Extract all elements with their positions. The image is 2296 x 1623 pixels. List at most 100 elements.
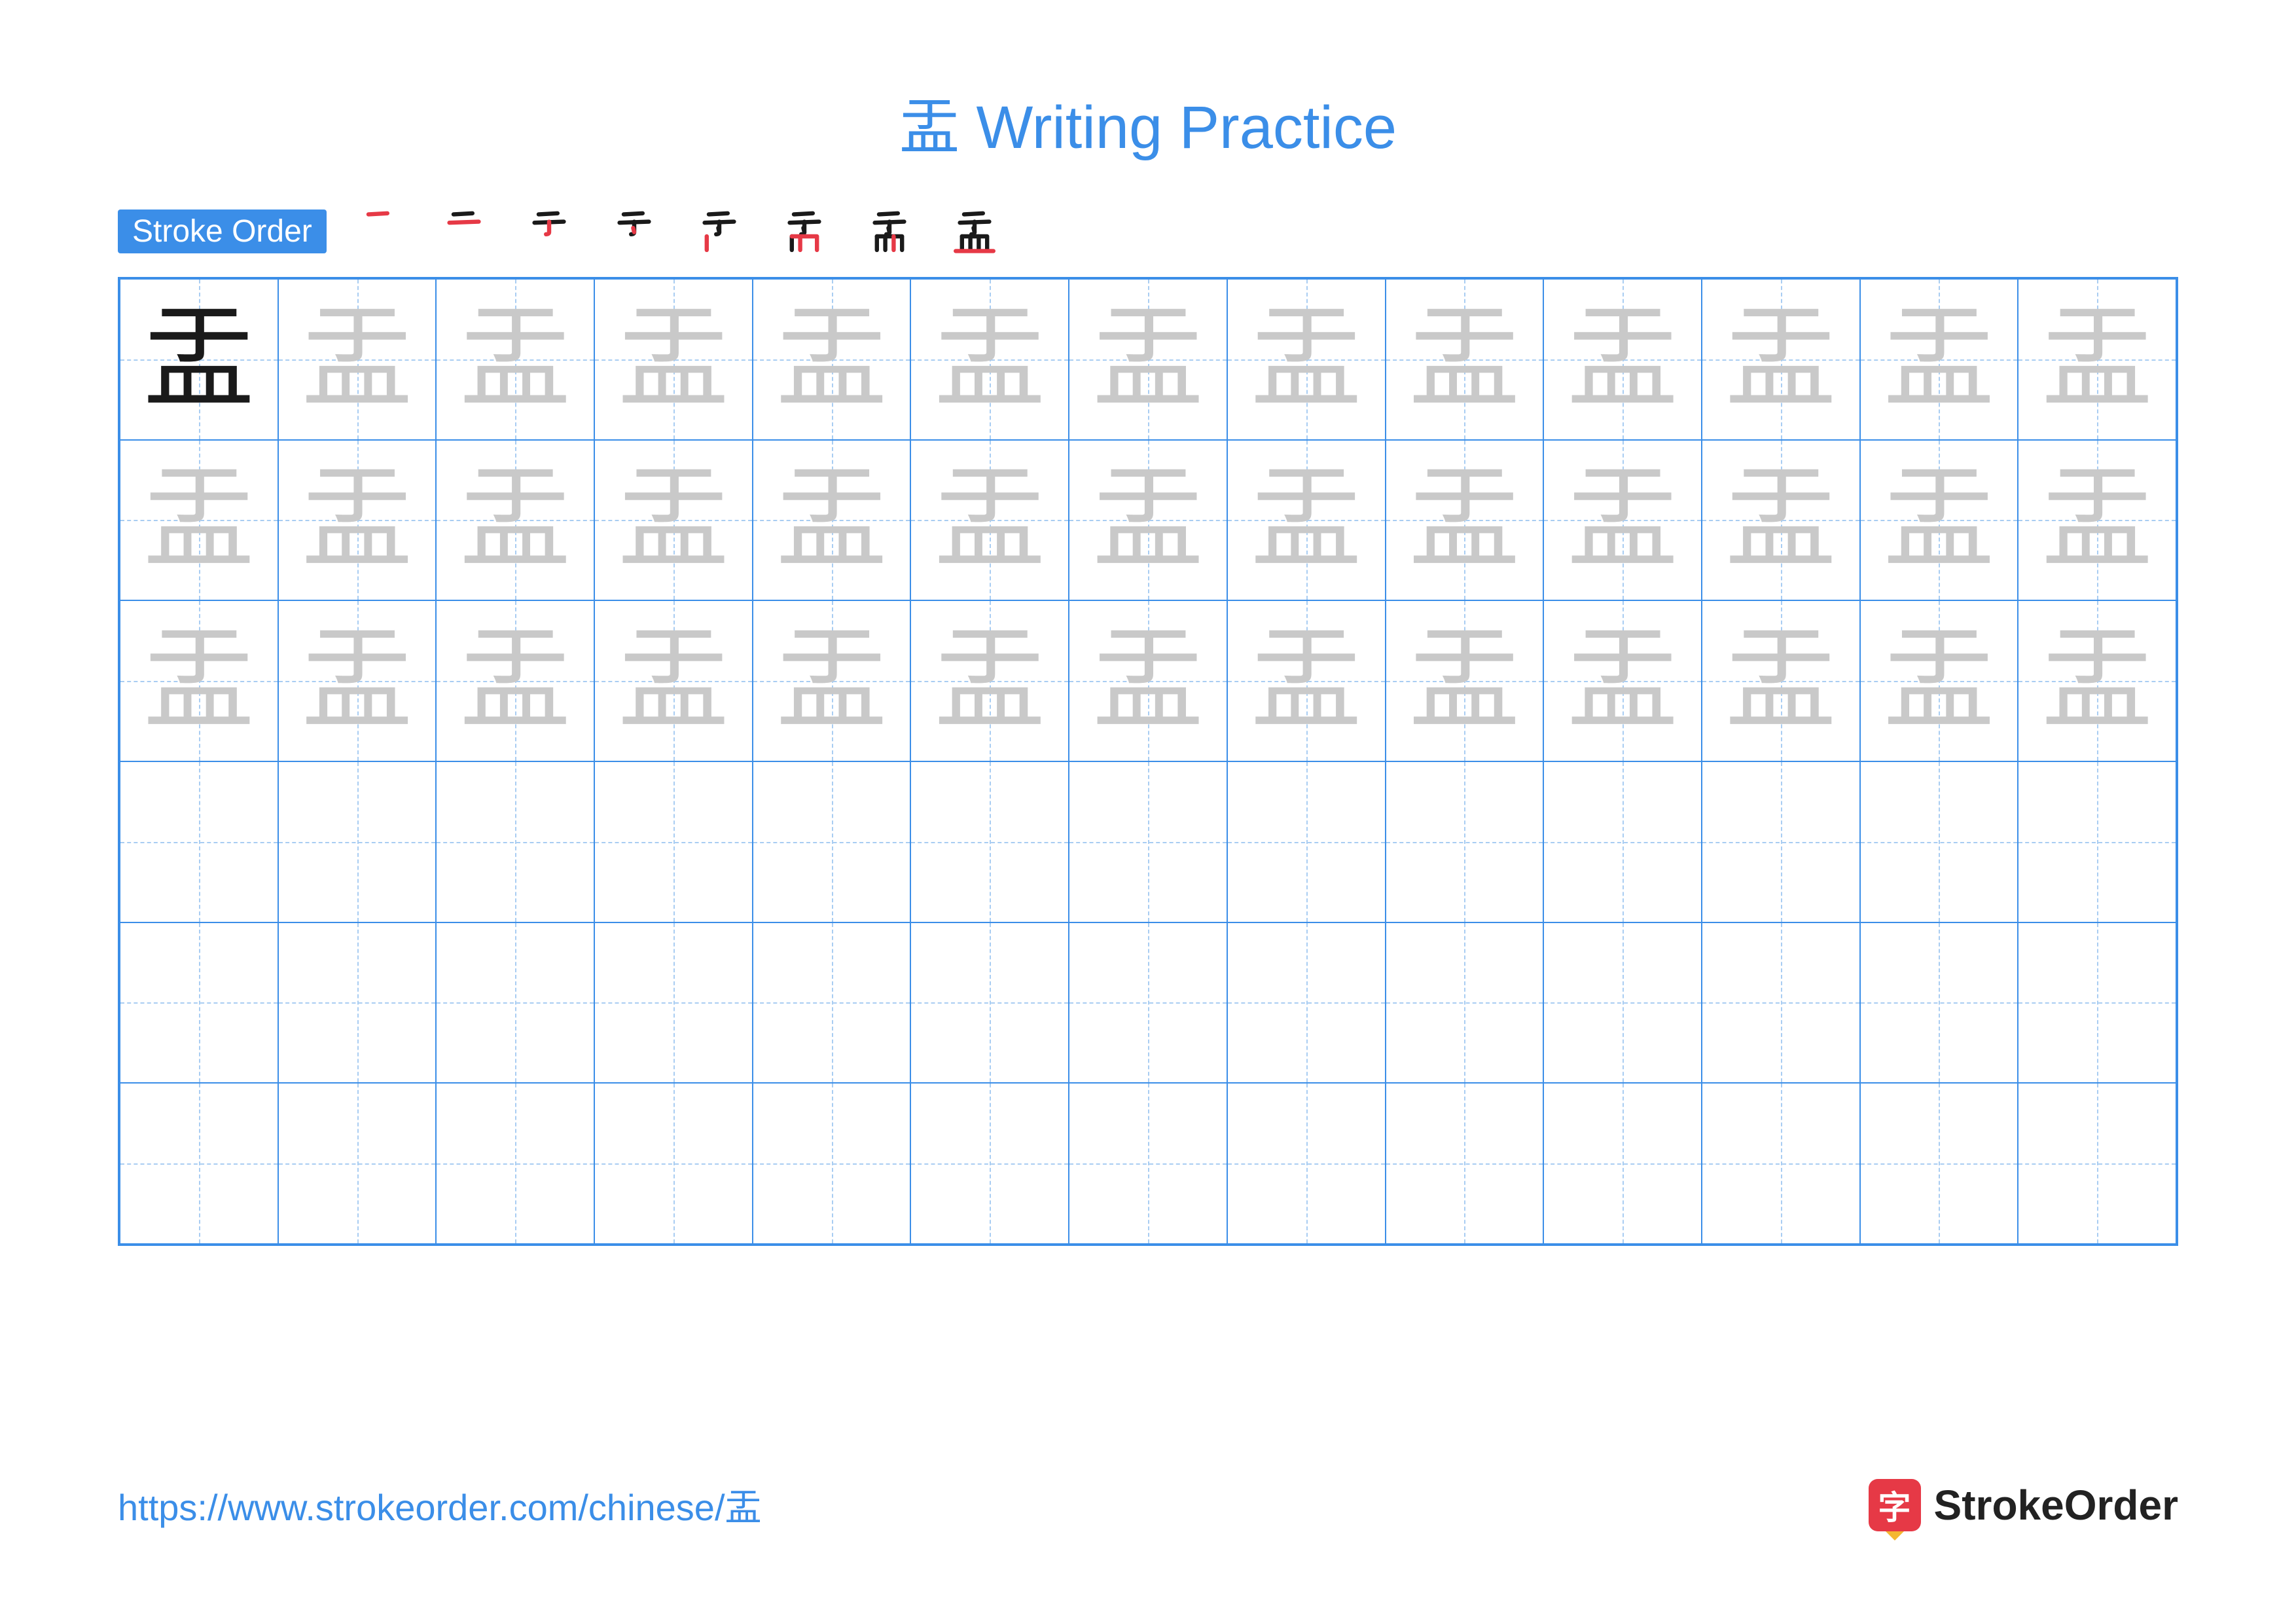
practice-glyph: 盂 [143, 625, 255, 737]
grid-cell [753, 1083, 911, 1244]
grid-cell: 盂 [594, 279, 753, 440]
stroke-step-7 [863, 205, 916, 257]
grid-cell [278, 1083, 437, 1244]
grid-cell: 盂 [1069, 440, 1227, 601]
grid-cell [1386, 1083, 1544, 1244]
grid-cell: 盂 [1860, 440, 2018, 601]
practice-glyph: 盂 [1725, 304, 1837, 415]
grid-cell: 盂 [1386, 279, 1544, 440]
grid-cell: 盂 [753, 440, 911, 601]
grid-cell [594, 761, 753, 922]
grid-cell: 盂 [1386, 600, 1544, 761]
practice-glyph: 盂 [618, 625, 729, 737]
grid-cell: 盂 [436, 279, 594, 440]
title-text: Writing Practice [977, 94, 1397, 161]
grid-cell: 盂 [120, 600, 278, 761]
grid-cell: 盂 [1069, 600, 1227, 761]
grid-cell [1227, 1083, 1386, 1244]
grid-cell [436, 761, 594, 922]
grid-cell: 盂 [1227, 279, 1386, 440]
grid-cell [1069, 922, 1227, 1084]
grid-cell: 盂 [1227, 600, 1386, 761]
practice-glyph: 盂 [776, 304, 888, 415]
grid-cell [1227, 922, 1386, 1084]
stroke-step-6 [778, 205, 831, 257]
grid-cell [120, 922, 278, 1084]
practice-glyph: 盂 [302, 464, 413, 575]
footer: https://www.strokeorder.com/chinese/盂 字 … [118, 1478, 2178, 1531]
practice-glyph: 盂 [776, 625, 888, 737]
practice-glyph: 盂 [143, 304, 255, 415]
grid-cell [120, 1083, 278, 1244]
stroke-order-row: Stroke Order [118, 205, 2178, 257]
grid-cell: 盂 [120, 440, 278, 601]
practice-glyph: 盂 [618, 304, 729, 415]
brand: 字 StrokeOrder [1869, 1479, 2178, 1531]
grid-cell: 盂 [436, 440, 594, 601]
practice-glyph: 盂 [1408, 304, 1520, 415]
grid-cell: 盂 [2018, 600, 2176, 761]
grid-cell: 盂 [594, 600, 753, 761]
practice-glyph: 盂 [934, 464, 1045, 575]
brand-text: StrokeOrder [1934, 1481, 2178, 1529]
stroke-step-1 [353, 205, 405, 257]
stroke-step-2 [438, 205, 490, 257]
grid-cell [753, 922, 911, 1084]
grid-cell [278, 761, 437, 922]
grid-cell [910, 1083, 1069, 1244]
practice-glyph: 盂 [1567, 304, 1678, 415]
grid-cell [910, 761, 1069, 922]
source-url[interactable]: https://www.strokeorder.com/chinese/盂 [118, 1478, 762, 1531]
practice-glyph: 盂 [1251, 304, 1362, 415]
grid-cell [1069, 761, 1227, 922]
grid-cell [753, 761, 911, 922]
grid-cell: 盂 [1702, 600, 1860, 761]
grid-cell: 盂 [1543, 600, 1702, 761]
grid-cell: 盂 [1860, 600, 2018, 761]
grid-cell [2018, 922, 2176, 1084]
grid-cell [1860, 922, 2018, 1084]
grid-cell [594, 922, 753, 1084]
title-char: 盂 [899, 94, 960, 161]
stroke-step-5 [693, 205, 745, 257]
grid-cell: 盂 [1702, 279, 1860, 440]
grid-cell: 盂 [753, 279, 911, 440]
grid-cell [594, 1083, 753, 1244]
stroke-order-steps [353, 205, 1001, 257]
stroke-order-badge: Stroke Order [118, 210, 327, 253]
grid-cell: 盂 [278, 600, 437, 761]
practice-glyph: 盂 [1567, 625, 1678, 737]
grid-cell [1543, 922, 1702, 1084]
grid-cell: 盂 [910, 279, 1069, 440]
grid-cell [2018, 761, 2176, 922]
practice-glyph: 盂 [1092, 625, 1204, 737]
grid-cell [1860, 761, 2018, 922]
practice-glyph: 盂 [1725, 625, 1837, 737]
grid-cell [2018, 1083, 2176, 1244]
grid-cell: 盂 [278, 440, 437, 601]
stroke-step-4 [608, 205, 660, 257]
grid-cell [1543, 761, 1702, 922]
practice-glyph: 盂 [459, 464, 571, 575]
practice-glyph: 盂 [1883, 464, 1994, 575]
practice-glyph: 盂 [1251, 625, 1362, 737]
practice-grid: 盂盂盂盂盂盂盂盂盂盂盂盂盂盂盂盂盂盂盂盂盂盂盂盂盂盂盂盂盂盂盂盂盂盂盂盂盂盂盂 [118, 277, 2178, 1246]
grid-cell [1386, 922, 1544, 1084]
grid-cell [1702, 761, 1860, 922]
grid-cell: 盂 [1860, 279, 2018, 440]
practice-glyph: 盂 [302, 304, 413, 415]
practice-glyph: 盂 [934, 304, 1045, 415]
page-title: 盂 Writing Practice [118, 79, 2178, 166]
practice-glyph: 盂 [1251, 464, 1362, 575]
practice-glyph: 盂 [143, 464, 255, 575]
practice-glyph: 盂 [2041, 304, 2153, 415]
practice-glyph: 盂 [459, 625, 571, 737]
grid-cell: 盂 [1227, 440, 1386, 601]
stroke-step-3 [523, 205, 575, 257]
practice-glyph: 盂 [1567, 464, 1678, 575]
grid-cell: 盂 [1386, 440, 1544, 601]
grid-cell: 盂 [2018, 440, 2176, 601]
grid-cell [1702, 1083, 1860, 1244]
grid-cell [436, 1083, 594, 1244]
grid-cell [1860, 1083, 2018, 1244]
